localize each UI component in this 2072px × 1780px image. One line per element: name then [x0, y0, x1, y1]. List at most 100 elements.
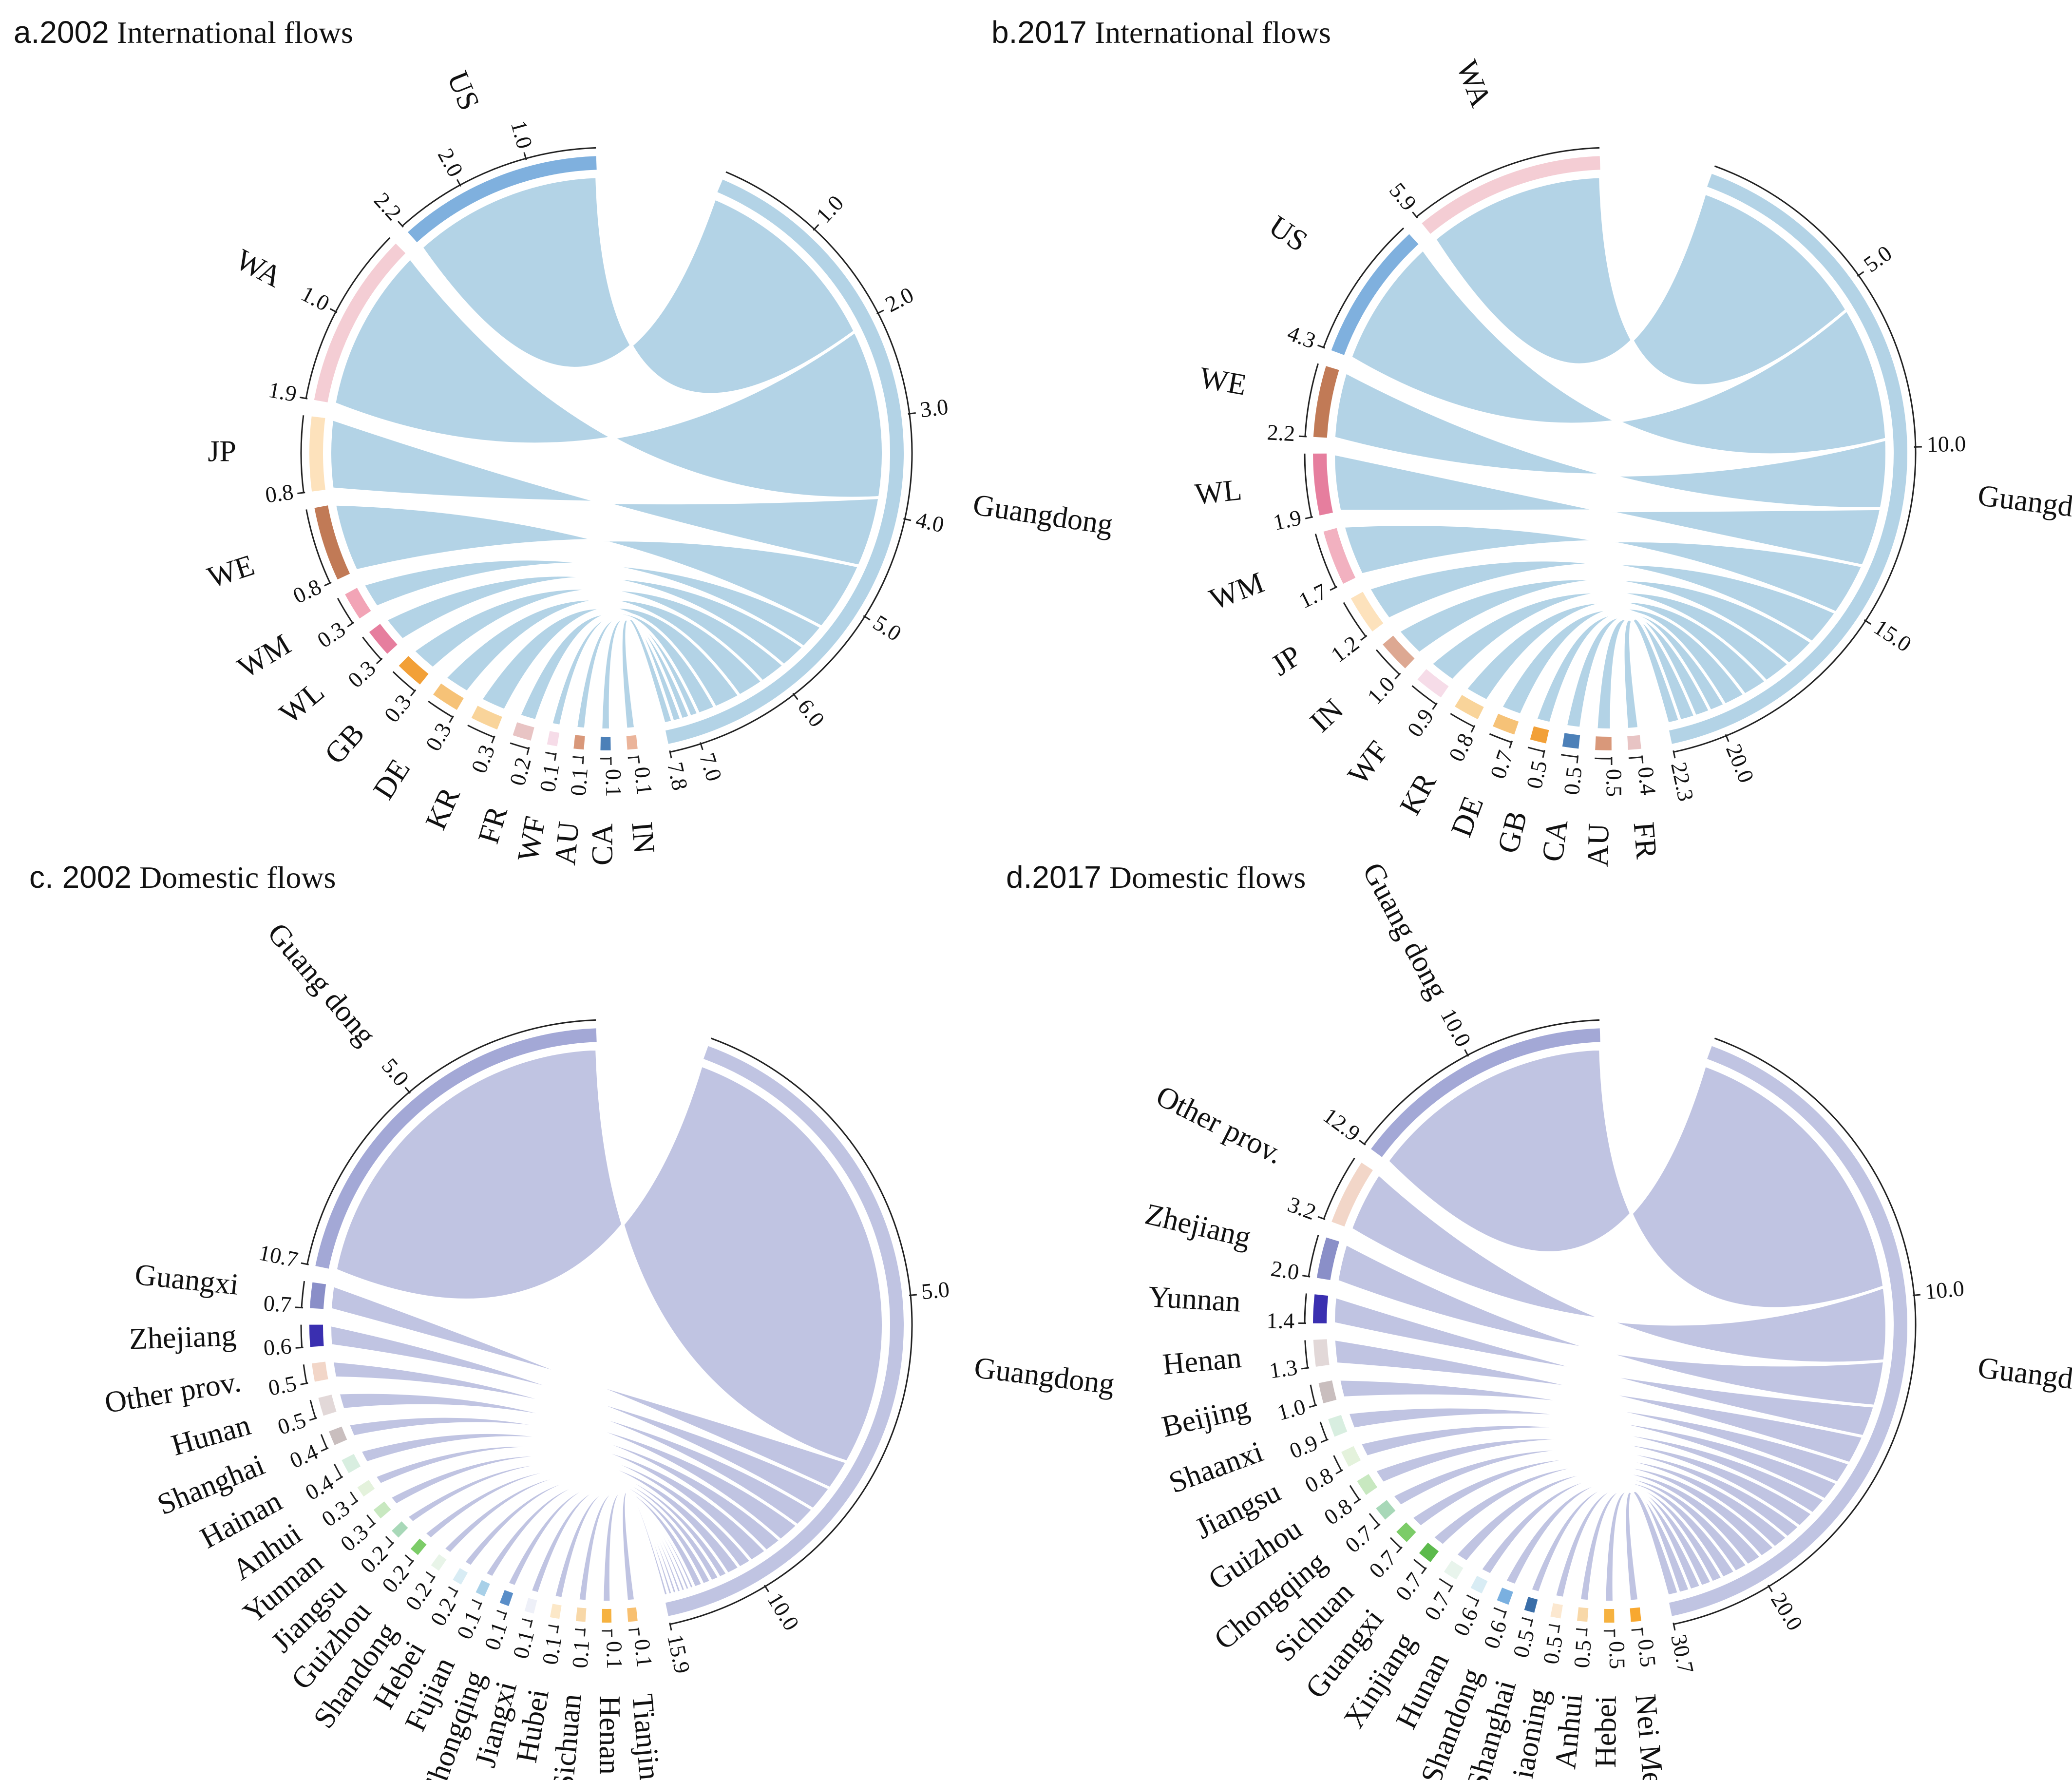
hub-tick [876, 309, 884, 315]
partner-value-we: 2.2 [1266, 420, 1295, 446]
hub-tick-label: 3.0 [919, 394, 950, 422]
partner-end-tick-wm [347, 621, 355, 628]
hub-tick [1767, 1585, 1773, 1592]
partner-axis-wa [1416, 147, 1600, 218]
partner-value-jp: 0.8 [264, 479, 295, 508]
partner-band-guangxi [1419, 1542, 1439, 1562]
partner-band-in [1383, 635, 1415, 669]
partner-band-wf [1417, 669, 1449, 698]
partner-band-guang-dong [1371, 1028, 1600, 1157]
chords-c [328, 1047, 885, 1604]
partner-end-tick-wa [1412, 211, 1418, 219]
partner-band-ca [1562, 733, 1580, 749]
partner-band-hunan [1470, 1575, 1488, 1594]
partner-band-wm [345, 588, 371, 619]
panel-title-d: d.2017 Domestic flows [1006, 860, 1306, 895]
partner-axis-wl [1304, 453, 1312, 517]
partner-end-tick-wa [300, 396, 308, 400]
panel-title-prefix: a.2002 [14, 15, 109, 50]
partner-value-zhejiang: 2.0 [1269, 1256, 1301, 1285]
partner-band-gb [1530, 726, 1549, 744]
partner-band-hebei [1604, 1608, 1615, 1623]
partner-axis-zhejiang [300, 1324, 303, 1348]
partner-value-zhejiang: 0.6 [263, 1334, 292, 1360]
partner-band-jp [309, 416, 325, 492]
partner-end-tick-guangxi [295, 1306, 304, 1309]
partner-end-tick-tianjin [637, 1627, 640, 1636]
partner-name-ca: CA [586, 823, 619, 866]
partner-band-wa [1422, 156, 1600, 234]
partner-tick-guang-dong [1464, 1049, 1469, 1057]
partner-end-tick-chongqing [1373, 1523, 1381, 1530]
partner-name-yunnan: Yunnan [1147, 1280, 1241, 1318]
partner-end-tick-we [324, 581, 332, 587]
partner-axis-nei-menggu [1631, 1628, 1642, 1631]
partner-band-chongqing [499, 1590, 513, 1606]
partner-value-au: 0.1 [566, 767, 592, 797]
partner-axis-anhui [1576, 1628, 1587, 1631]
partner-value-sichuan: 0.1 [567, 1639, 594, 1669]
partner-band-other-prov- [312, 1361, 328, 1382]
partner-axis-other-prov- [1323, 1157, 1355, 1219]
partner-band-sichuan [1396, 1522, 1416, 1542]
partner-band-jiangsu [392, 1521, 408, 1538]
partner-name-wl: WL [1193, 473, 1243, 511]
partner-value-ca: 0.5 [1559, 766, 1587, 796]
partner-value-wa: 1.9 [266, 377, 299, 406]
partner-end-tick-hubei [556, 1625, 559, 1634]
partner-band-de [433, 683, 464, 710]
partner-value-other-prov-: 0.5 [266, 1371, 299, 1400]
partner-band-gb [399, 656, 429, 685]
partner-value-au: 0.5 [1601, 769, 1626, 797]
partner-band-shandong [1497, 1588, 1513, 1605]
partner-value-hubei: 0.1 [537, 1635, 566, 1666]
hub-tick [699, 742, 703, 750]
partner-band-guizhou [410, 1538, 427, 1555]
partner-band-shanghai [329, 1426, 347, 1445]
partner-axis-us [1323, 227, 1405, 348]
chord-guang-dong [334, 1047, 885, 1464]
chords-d [1331, 1047, 1888, 1604]
partner-band-fr [513, 722, 534, 741]
partner-end-tick-wl [1305, 516, 1313, 519]
partner-end-tick-chongqing [503, 1612, 507, 1620]
panel-title-c: c. 2002 Domestic flows [29, 860, 336, 895]
partner-end-tick-other-prov- [1317, 1216, 1326, 1220]
partner-band-us [1331, 234, 1419, 355]
chord-tianjin [620, 1489, 670, 1603]
partner-end-tick-kr [1470, 725, 1476, 733]
partner-end-tick-shandong [430, 1576, 436, 1584]
partner-band-shaanxi [1328, 1415, 1348, 1437]
partner-value-wf: 0.1 [535, 762, 564, 794]
partner-end-tick-sichuan [583, 1628, 586, 1637]
partner-end-tick-guizhou [1353, 1498, 1361, 1504]
hub-tick-label: 5.0 [920, 1277, 950, 1304]
partner-value-fr: 0.4 [1633, 766, 1661, 796]
partner-end-tick-shanghai [1530, 1619, 1534, 1627]
partner-end-tick-shandong [1502, 1610, 1507, 1619]
chords-a [328, 175, 885, 731]
partner-end-tick-shanghai [321, 1447, 329, 1452]
partner-end-tick-us [1317, 345, 1326, 349]
partner-band-us [408, 156, 597, 243]
partner-value-henan: 0.1 [602, 1641, 627, 1669]
partner-band-jp [1350, 592, 1384, 632]
partner-band-henan [602, 1608, 612, 1623]
hub-total-tick [1673, 1623, 1676, 1631]
partner-name-hebei: Hebei [1589, 1696, 1623, 1768]
partner-band-beijing [1318, 1380, 1337, 1403]
partner-end-tick-henan [1301, 1367, 1310, 1370]
partner-end-tick-fujian [477, 1602, 482, 1610]
panel-title-prefix: c. 2002 [29, 860, 132, 895]
partner-value-gb: 0.5 [1521, 758, 1552, 791]
hub-total-tick [1673, 750, 1676, 759]
partner-band-we [1313, 366, 1339, 438]
partner-end-tick-wl [376, 658, 383, 665]
panel-title-prefix: d.2017 [1006, 860, 1102, 895]
partner-band-zhejiang [1316, 1237, 1340, 1280]
partner-band-hainan [342, 1454, 361, 1474]
panel-title-rest: Domestic flows [132, 860, 336, 895]
panel-title-a: a.2002 International flows [14, 15, 353, 50]
hub-total-label: 7.8 [663, 760, 693, 792]
partner-end-tick-hebei [453, 1590, 458, 1598]
